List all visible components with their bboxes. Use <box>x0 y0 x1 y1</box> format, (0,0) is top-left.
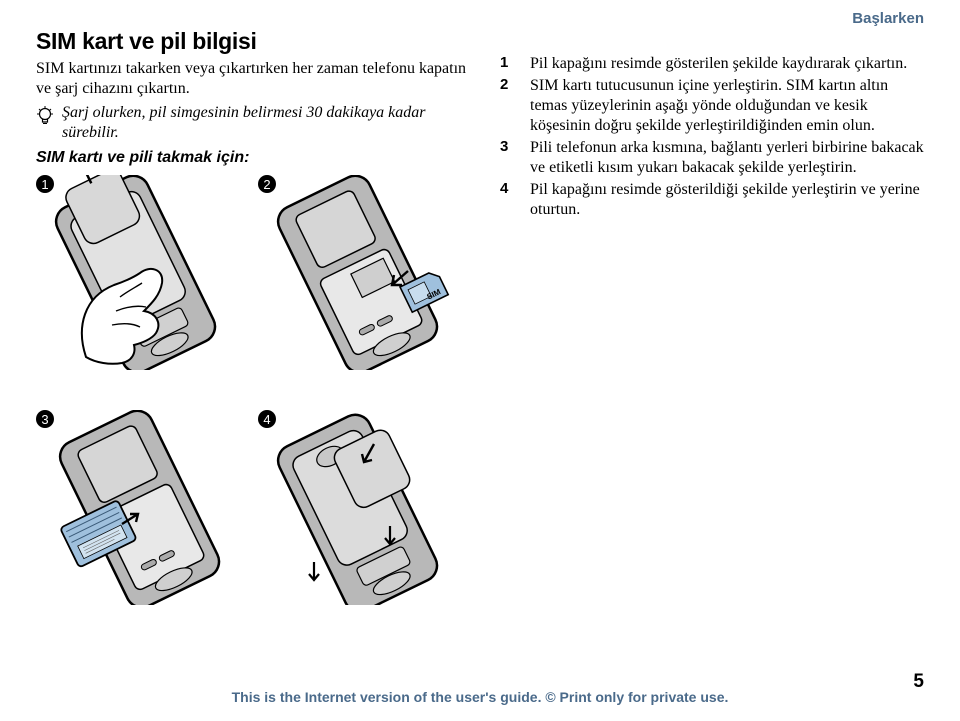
right-column: 1 Pil kapağını resimde gösterilen şekild… <box>500 28 924 605</box>
step-item: 3 Pili telefonun arka kısmına, bağlantı … <box>500 138 924 178</box>
tip-text: Şarj olurken, pil simgesinin belirmesi 3… <box>62 103 476 143</box>
page-content: SIM kart ve pil bilgisi SIM kartınızı ta… <box>0 0 960 605</box>
badge-2: 2 <box>258 175 276 193</box>
step-text: SIM kartı tutucusunun içine yerleştirin.… <box>530 76 924 136</box>
illustration-grid: 1 <box>36 175 476 605</box>
left-column: SIM kart ve pil bilgisi SIM kartınızı ta… <box>36 28 476 605</box>
step-text: Pil kapağını resimde gösterildiği şekild… <box>530 180 924 220</box>
tip: Şarj olurken, pil simgesinin belirmesi 3… <box>36 103 476 143</box>
page-number: 5 <box>913 671 924 693</box>
phone-battery-insert-icon <box>36 410 236 605</box>
step-item: 1 Pil kapağını resimde gösterilen şekild… <box>500 54 924 74</box>
step-number: 3 <box>500 138 514 178</box>
badge-3: 3 <box>36 410 54 428</box>
badge-1: 1 <box>36 175 54 193</box>
step-text: Pil kapağını resimde gösterilen şekilde … <box>530 54 907 74</box>
illustration-1: 1 <box>36 175 236 370</box>
page-title: SIM kart ve pil bilgisi <box>36 28 476 55</box>
step-text: Pili telefonun arka kısmına, bağlantı ye… <box>530 138 924 178</box>
phone-sim-insert-icon: SIM <box>258 175 458 370</box>
step-number: 2 <box>500 76 514 136</box>
illustration-4: 4 <box>258 410 458 605</box>
step-number: 1 <box>500 54 514 74</box>
section-header: Başlarken <box>852 10 924 27</box>
footer-text: This is the Internet version of the user… <box>0 689 960 705</box>
badge-4: 4 <box>258 410 276 428</box>
intro-text: SIM kartınızı takarken veya çıkartırken … <box>36 59 476 99</box>
illustration-3: 3 <box>36 410 236 605</box>
lightbulb-icon <box>36 106 54 133</box>
step-item: 4 Pil kapağını resimde gösterildiği şeki… <box>500 180 924 220</box>
step-number: 4 <box>500 180 514 220</box>
phone-back-remove-icon <box>36 175 236 370</box>
step-item: 2 SIM kartı tutucusunun içine yerleştiri… <box>500 76 924 136</box>
phone-cover-replace-icon <box>258 410 458 605</box>
subheading: SIM kartı ve pili takmak için: <box>36 149 476 167</box>
step-list: 1 Pil kapağını resimde gösterilen şekild… <box>500 54 924 220</box>
illustration-2: 2 SIM <box>258 175 458 370</box>
